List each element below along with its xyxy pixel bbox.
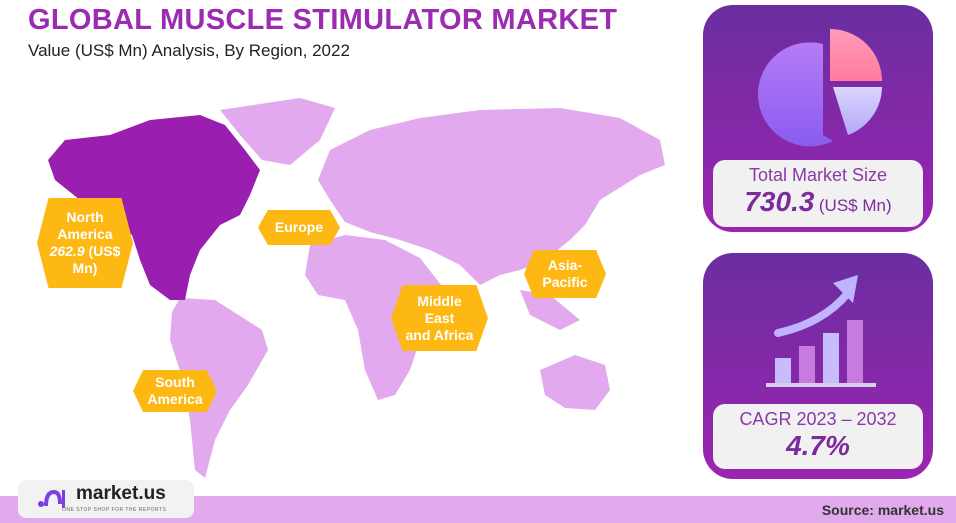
total-market-card: Total Market Size 730.3 (US$ Mn) xyxy=(703,5,933,232)
region-unit: Mn) xyxy=(72,260,98,276)
region-name: Pacific xyxy=(542,274,588,290)
world-map xyxy=(48,98,665,478)
region-name: Europe xyxy=(274,219,324,235)
region-label-asia-pacific: Asia- Pacific xyxy=(524,250,606,298)
region-name: America xyxy=(147,391,203,407)
total-market-label: Total Market Size xyxy=(748,165,888,185)
region-unit: (US$ xyxy=(88,243,121,259)
australia-shape xyxy=(540,355,610,410)
region-name: Middle xyxy=(417,292,462,309)
region-name: America xyxy=(57,226,113,242)
page-subtitle: Value (US$ Mn) Analysis, By Region, 2022 xyxy=(28,41,350,60)
region-label-north-america: North America 262.9 (US$ Mn) xyxy=(37,198,133,288)
total-market-unit: (US$ Mn) xyxy=(818,196,892,215)
cagr-value: 4.7% xyxy=(786,430,850,461)
southeast-asia-shape xyxy=(520,290,580,330)
logo-mark-icon xyxy=(38,489,65,508)
africa-shape xyxy=(305,235,445,400)
logo-name: market.us xyxy=(76,483,166,504)
north-america-shape xyxy=(48,115,260,300)
south-america-shape xyxy=(170,298,268,478)
greenland-shape xyxy=(220,98,335,165)
region-name: and Africa xyxy=(405,326,474,343)
source-text: Source: market.us xyxy=(821,502,944,518)
market-us-logo: market.us ONE STOP SHOP FOR THE REPORTS xyxy=(18,480,194,518)
cagr-label: CAGR 2023 – 2032 xyxy=(739,409,897,429)
logo-tagline: ONE STOP SHOP FOR THE REPORTS xyxy=(62,507,167,513)
total-market-box: Total Market Size 730.3 (US$ Mn) xyxy=(713,160,923,227)
region-name: South xyxy=(155,374,195,390)
region-name: Asia- xyxy=(547,257,583,273)
region-label-middle-east-africa: Middle East and Africa xyxy=(391,285,488,351)
growth-chart-icon xyxy=(766,275,876,387)
cagr-box: CAGR 2023 – 2032 4.7% xyxy=(713,404,923,469)
total-market-value: 730.3 xyxy=(744,186,815,217)
region-label-south-america: South America xyxy=(133,370,217,412)
europe-asia-shape xyxy=(318,108,665,285)
pie-chart-icon xyxy=(758,29,882,147)
region-label-europe: Europe xyxy=(258,210,340,245)
region-name: North xyxy=(66,209,104,225)
cagr-card: CAGR 2023 – 2032 4.7% xyxy=(703,253,933,479)
region-value: 262.9 xyxy=(49,243,85,259)
region-name: East xyxy=(424,309,455,326)
page-title: GLOBAL MUSCLE STIMULATOR MARKET xyxy=(28,4,618,36)
